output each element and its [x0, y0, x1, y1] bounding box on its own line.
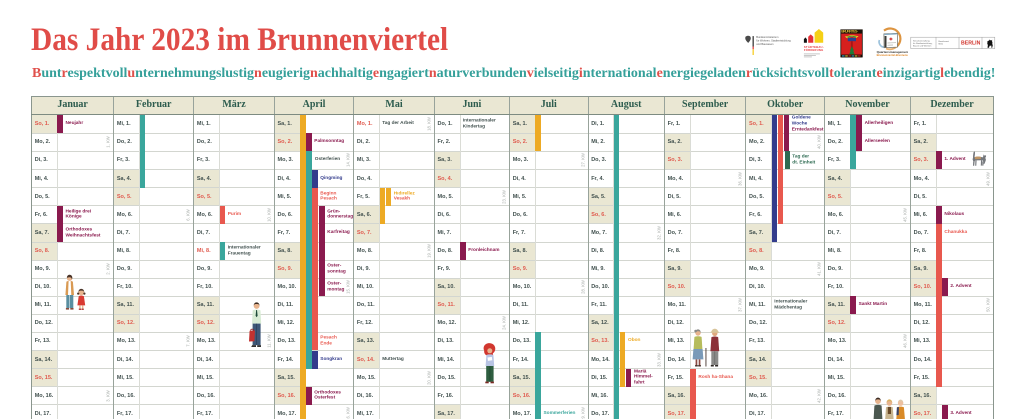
- svg-text:STÄDTEBAU-: STÄDTEBAU-: [804, 45, 824, 49]
- svg-text:BERLIN: BERLIN: [961, 41, 981, 47]
- svg-text:FÖRDERUNG: FÖRDERUNG: [804, 48, 824, 52]
- svg-text:Bauen und Wohnen: Bauen und Wohnen: [913, 45, 932, 47]
- svg-text:Quartiersmanagement: Quartiersmanagement: [877, 50, 908, 54]
- svg-text:Senatsverwaltung: Senatsverwaltung: [913, 39, 930, 42]
- svg-text:für Stadtentwicklung,: für Stadtentwicklung,: [913, 42, 933, 45]
- svg-text:Bezirksamt: Bezirksamt: [939, 40, 950, 43]
- svg-text:und Bauwesen: und Bauwesen: [756, 42, 774, 46]
- svg-text:Bundesministerium: Bundesministerium: [756, 35, 778, 39]
- svg-text:Brunnenviertel-Brunnenstraße: Brunnenviertel-Brunnenstraße: [877, 53, 908, 57]
- svg-text:für Wohnen, Stadtentwicklung: für Wohnen, Stadtentwicklung: [756, 39, 791, 43]
- svg-text:BRUNNTES-: BRUNNTES-: [841, 30, 858, 34]
- svg-text:Mitte: Mitte: [939, 43, 944, 46]
